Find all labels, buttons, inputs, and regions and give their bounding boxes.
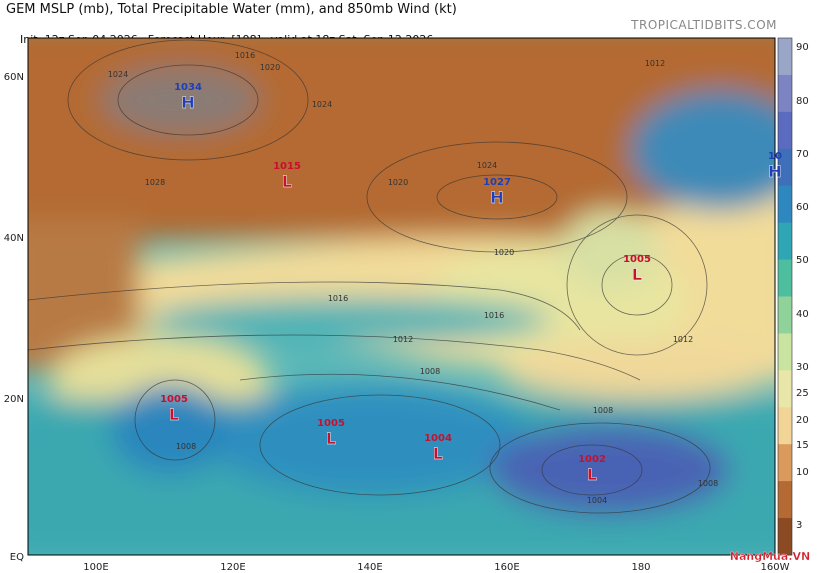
colorbar-label: 90 [796, 42, 809, 53]
isobar-label: 1008 [420, 367, 440, 376]
isobar-label: 1012 [645, 59, 665, 68]
colorbar-label: 3 [796, 520, 802, 531]
colorbar-swatch [778, 185, 792, 224]
colorbar-label: 25 [796, 388, 809, 399]
colorbar-label: 70 [796, 149, 809, 160]
center-pressure: 10 [768, 151, 782, 162]
isobar-label: 1016 [328, 294, 348, 303]
center-pressure: 1027 [483, 177, 511, 188]
center-letter: L [587, 465, 597, 484]
center-letter: L [326, 429, 336, 448]
colorbar: 90 80 70 60 50 40 30 25 20 15 10 3 [777, 37, 809, 556]
center-letter: L [169, 405, 179, 424]
isobar-label: 1024 [108, 70, 128, 79]
lon-label: 100E [83, 562, 108, 573]
center-pressure: 1034 [174, 82, 202, 93]
lon-label: 160E [494, 562, 519, 573]
lat-label: 40N [4, 233, 24, 244]
center-letter: H [490, 188, 503, 207]
isobar-label: 1020 [494, 248, 514, 257]
colorbar-label: 20 [796, 415, 809, 426]
colorbar-swatch [778, 518, 792, 556]
lat-label: 20N [4, 394, 24, 405]
colorbar-swatch [778, 333, 792, 371]
isobar-label: 1008 [698, 479, 718, 488]
isobar-label: 1024 [477, 161, 497, 170]
center-pressure: 1015 [273, 161, 301, 172]
colorbar-label: 50 [796, 255, 809, 266]
colorbar-swatch [778, 111, 792, 150]
field [28, 38, 775, 555]
colorbar-swatch [778, 296, 792, 334]
colorbar-frame [777, 37, 793, 556]
isobar-label: 1016 [484, 311, 504, 320]
isobar-label: 1008 [593, 406, 613, 415]
center-letter: H [181, 93, 194, 112]
colorbar-label: 80 [796, 96, 809, 107]
site: TROPICALTIDBITS.COM [631, 18, 777, 32]
center-pressure: 1005 [623, 254, 651, 265]
isobars [28, 39, 711, 514]
colorbar-label: 30 [796, 362, 809, 373]
colorbar-label: 10 [796, 467, 809, 478]
lon-label: 160W [761, 562, 790, 573]
lon-label: 180 [631, 562, 650, 573]
center-letter: L [433, 444, 443, 463]
isobar-label: 1016 [235, 51, 255, 60]
isobar-label: 1004 [587, 496, 607, 505]
center-pressure: 1005 [160, 394, 188, 405]
colorbar-swatch [778, 38, 792, 76]
center-pressure: 1004 [424, 433, 452, 444]
lat-label: 60N [4, 72, 24, 83]
lon-label: 140E [357, 562, 382, 573]
colorbar-swatch [778, 259, 792, 297]
colorbar-swatch [778, 74, 792, 113]
colorbar-label: 40 [796, 309, 809, 320]
colorbar-label: 60 [796, 202, 809, 213]
center-pressure: 1005 [317, 418, 345, 429]
lon-label: 120E [220, 562, 245, 573]
watermark: NangMua.VN [730, 550, 810, 563]
center-letter: L [282, 172, 292, 191]
isobar-label: 1020 [260, 63, 280, 72]
lat-label: EQ [10, 552, 24, 563]
center-letter: H [768, 162, 781, 181]
title: GEM MSLP (mb), Total Precipitable Water … [6, 2, 457, 17]
colorbar-swatch [778, 370, 792, 408]
isobar-label: 1012 [393, 335, 413, 344]
colorbar-swatch [778, 407, 792, 445]
isobar-label: 1028 [145, 178, 165, 187]
isobar-label: 1008 [176, 442, 196, 451]
isobar-label: 1020 [388, 178, 408, 187]
colorbar-label: 15 [796, 440, 809, 451]
center-pressure: 1002 [578, 454, 606, 465]
colorbar-swatch [778, 222, 792, 261]
isobar-label: 1012 [673, 335, 693, 344]
colorbar-swatch [778, 481, 792, 519]
center-letter: L [632, 265, 642, 284]
colorbar-swatch [778, 444, 792, 482]
colorbar-swatch [778, 148, 792, 187]
isobar-label: 1024 [312, 100, 332, 109]
